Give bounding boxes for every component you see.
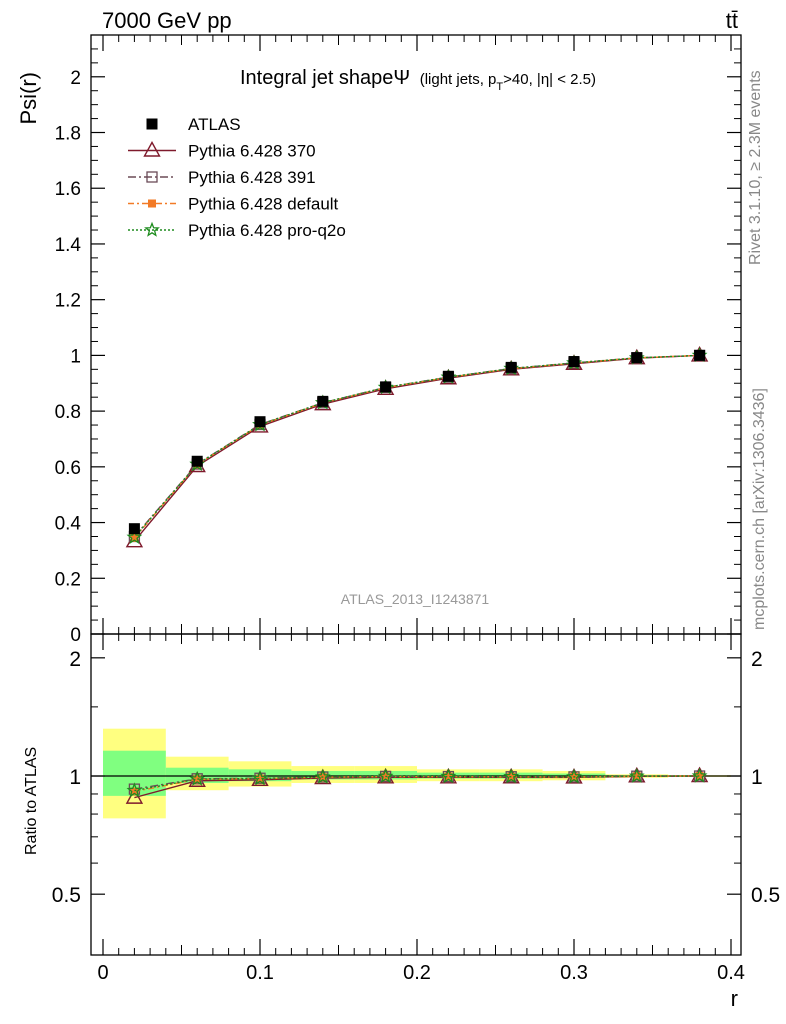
ratio-panel-axes: 0.5 0.5 1 1 2 2 0 0.1 0.2 0.3 0.4 [52,633,780,984]
data-point [442,370,454,382]
ratio-y-tick-label-right: 2 [751,648,763,671]
y-tick-label: 0.2 [55,569,81,590]
ratio-point-3 [252,770,268,786]
ratio-point-2 [130,787,139,796]
y-tick-label: 1.8 [55,124,81,145]
data-point [317,395,329,407]
x-tick-label: 0.1 [246,962,274,984]
header-energy-label: 7000 GeV pp [102,8,232,33]
ratio-point-3 [566,768,582,784]
chart-title: Integral jet shapeΨ (light jets, pT>40, … [240,67,596,93]
legend-marker-data [146,118,158,130]
data-point [568,356,580,368]
main-panel-data-points [128,349,706,535]
chart-title-sub-rest: >40, |η| < 2.5) [503,71,596,88]
ratio-point-2 [193,775,202,784]
series-line-0 [133,354,700,542]
series-line-3 [133,354,700,538]
y-axis-label: Psi(r) [16,72,41,125]
ratio-y-tick-label: 0.5 [52,884,81,907]
x-tick-label: 0.4 [717,962,745,984]
chart-title-main: Integral jet shapeΨ [240,67,410,89]
legend-marker-1 [146,171,158,183]
ratio-point-3 [189,770,206,786]
ratio-panel-frame [90,633,742,956]
ratio-line-3 [134,775,700,792]
ratio-panel-series [91,766,741,804]
ratio-point-3 [377,768,394,784]
ratio-point-3 [440,768,457,784]
y-tick-label: 1.6 [55,179,81,200]
data-point [254,416,266,428]
ratio-y-axis-label: Ratio to ATLAS [23,747,40,855]
ratio-point-3 [628,767,645,783]
analysis-tag: ATLAS_2013_I1243871 [341,591,490,607]
ratio-point-2 [444,772,453,781]
chart-title-sub: (light jets, p [420,71,497,88]
series-line-2 [133,354,700,539]
x-tick-label: 0.2 [403,962,431,984]
mcplots-source-label: mcplots.cern.ch [arXiv:1306.3436] [751,388,768,630]
x-tick-label: 0 [97,962,108,984]
header-process-label: tt̄ [726,8,738,33]
ratio-point-3 [126,782,143,798]
legend: ATLAS Pythia 6.428 370 Pythia 6.428 391 Pyt… [128,115,346,240]
ratio-point-3 [691,767,708,783]
chart-title-sub-index: T [496,81,503,93]
legend-label-2: Pythia 6.428 default [188,195,339,214]
data-point [380,381,392,393]
legend-marker-2 [148,199,156,208]
series-point-2 [130,533,139,542]
legend-label-1: Pythia 6.428 391 [188,168,316,187]
data-point [694,349,706,361]
main-panel-series [125,345,709,548]
legend-label-0: Pythia 6.428 370 [188,142,316,161]
y-tick-label: 0.8 [55,402,81,423]
ratio-point-2 [695,772,704,781]
x-axis-label: r [731,986,738,1011]
data-point [631,352,643,364]
ratio-y-tick-label: 1 [69,766,81,789]
data-point [128,523,140,535]
series-point-3 [126,529,143,545]
rivet-version-label: Rivet 3.1.10, ≥ 2.3M events [747,70,764,265]
y-tick-label: 0.6 [55,458,81,479]
data-point [505,361,517,373]
y-tick-label: 1.2 [55,291,81,312]
main-panel-axes: 0 0.2 0.4 0.6 0.8 1 1.2 1.4 1.6 1.8 2 [55,34,742,646]
legend-label-data: ATLAS [188,115,241,134]
ratio-point-2 [256,774,264,783]
y-tick-label: 0 [70,625,81,646]
legend-marker-3 [144,221,160,237]
y-tick-label: 1 [70,346,81,367]
y-tick-label: 1.4 [55,235,82,256]
x-tick-label: 0.3 [560,962,588,984]
ratio-y-tick-label-right: 1 [751,766,763,789]
legend-label-3: Pythia 6.428 pro-q2o [188,221,346,240]
y-tick-label: 2 [70,68,81,89]
data-point [191,455,203,467]
ratio-y-tick-label-right: 0.5 [751,884,780,907]
ratio-point-3 [503,768,520,784]
ratio-y-tick-label: 2 [69,648,81,671]
y-tick-label: 0.4 [55,514,82,535]
legend-marker-0 [143,141,161,157]
ratio-point-3 [314,768,331,784]
ratio-point-2 [632,772,641,781]
